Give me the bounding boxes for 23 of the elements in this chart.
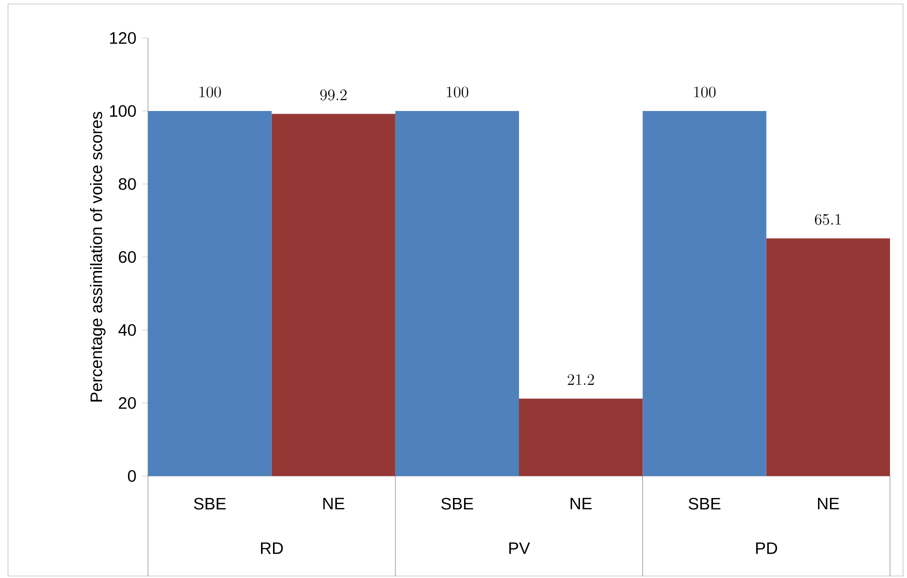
- y-tick-label: 40: [118, 324, 136, 336]
- x-tick-label: PD: [756, 542, 778, 554]
- y-tick-label: 0: [128, 470, 136, 482]
- data-label: 21 .2: [568, 374, 594, 385]
- data-label: 99.2: [320, 90, 347, 100]
- y-tick-label: 20: [118, 397, 136, 409]
- y-tick-label: 60: [118, 251, 136, 263]
- data-label: 100: [694, 86, 716, 98]
- data-label: 100: [446, 86, 468, 98]
- series-label: SBE: [194, 498, 226, 510]
- data-label: 100: [200, 86, 221, 98]
- text: NE: [818, 498, 839, 510]
- series-label: NE: [323, 498, 344, 510]
- text: NE: [570, 498, 592, 510]
- text: SBE: [688, 498, 720, 510]
- y-axis-title: Percentage assimilation of voice scores: [90, 112, 106, 402]
- y-tick-label: 120: [110, 32, 136, 44]
- x-tick-label: RD: [261, 542, 283, 554]
- x-tick-label: PV: [509, 542, 530, 554]
- y-tick-label: 100: [110, 105, 136, 117]
- data-label: 65. 1: [814, 214, 841, 225]
- y-tick-label: 80: [118, 178, 136, 190]
- text: SBE: [441, 498, 474, 510]
